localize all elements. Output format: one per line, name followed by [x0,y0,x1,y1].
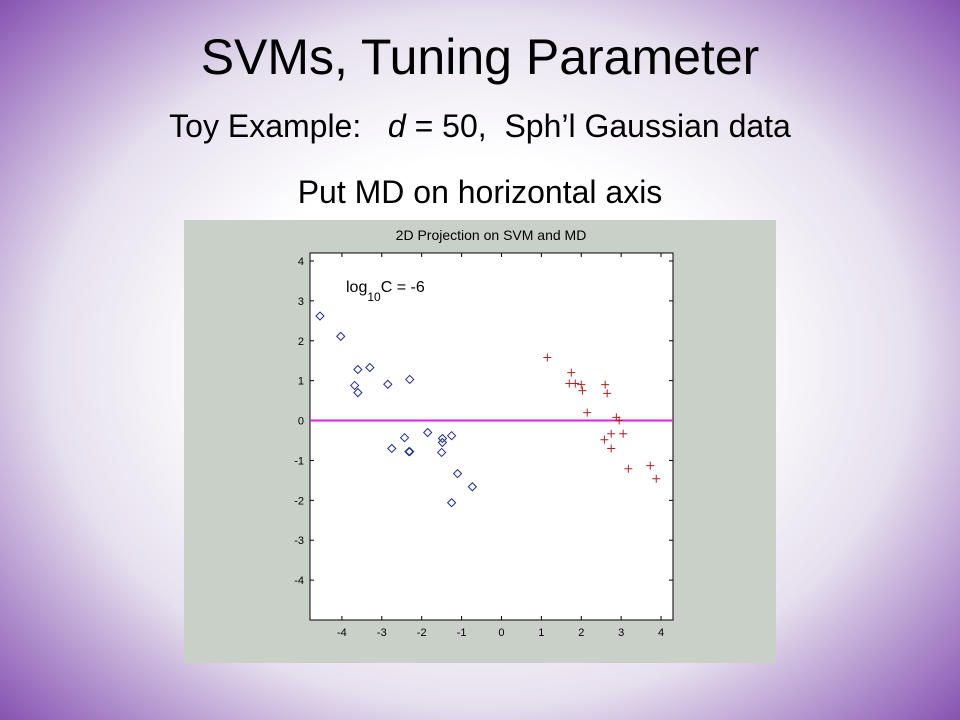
point [365,362,375,373]
point [446,430,457,441]
point [607,429,616,438]
point [404,446,414,457]
annotation-text: C = -6 [381,279,425,296]
point [543,353,552,362]
subtitle-text: = 50, Sph’l Gaussian data [414,108,791,144]
annotation-text: log [346,279,367,296]
x-tick-label: 3 [618,627,624,639]
point [603,389,612,398]
y-tick-label: 3 [298,296,304,308]
y-tick-label: 4 [298,256,304,268]
point [577,380,586,389]
plot-area [309,252,674,621]
y-tick-label: -2 [294,495,304,507]
y-tick-label: 2 [298,336,304,348]
point [578,386,587,395]
point [607,444,616,453]
point [315,311,325,321]
point [615,416,624,425]
point [600,435,609,444]
point [583,408,592,417]
slide-title: SVMs, Tuning Parameter [200,29,760,85]
point [336,331,346,342]
point [446,498,457,508]
y-tick-label: 1 [298,376,304,388]
point [353,387,363,398]
x-tick-label: -1 [457,627,467,639]
point [624,464,633,473]
x-tick-label: 2 [578,627,584,639]
slide-subtitle: Toy Example: d = 50, Sph’l Gaussian data [0,108,960,145]
point [349,380,360,391]
subtitle-var: d [387,108,406,144]
y-tick-label: -4 [294,575,304,587]
annotation-sub: 10 [367,290,381,304]
point [646,461,655,470]
point [567,368,576,377]
point [467,482,478,492]
point [436,447,447,458]
x-tick-label: -2 [417,627,427,639]
point [619,429,628,438]
x-tick-label: -4 [337,627,347,639]
point [383,379,393,389]
point [353,364,363,375]
x-tick-label: 1 [538,627,544,639]
point [422,427,433,438]
point [405,446,415,457]
point [437,433,448,444]
x-tick-label: 0 [498,627,504,639]
x-tick-label: 4 [658,627,664,639]
x-tick-label: -3 [377,627,387,639]
y-tick-label: 0 [298,416,304,428]
point [437,437,448,448]
y-tick-label: -1 [294,455,304,467]
point [399,432,410,443]
point [601,380,610,389]
y-tick-label: -3 [294,535,304,547]
point [652,474,661,483]
slide-note: Put MD on horizontal axis [297,174,663,210]
chart: 2D Projection on SVM and MD log10C = -6 … [184,220,776,663]
annotation: log10C = -6 [346,279,425,304]
point [387,443,397,454]
point [405,374,415,385]
chart-title: 2D Projection on SVM and MD [396,227,587,243]
subtitle-text: Toy Example: [169,108,362,144]
point [571,379,580,388]
point [452,468,463,479]
